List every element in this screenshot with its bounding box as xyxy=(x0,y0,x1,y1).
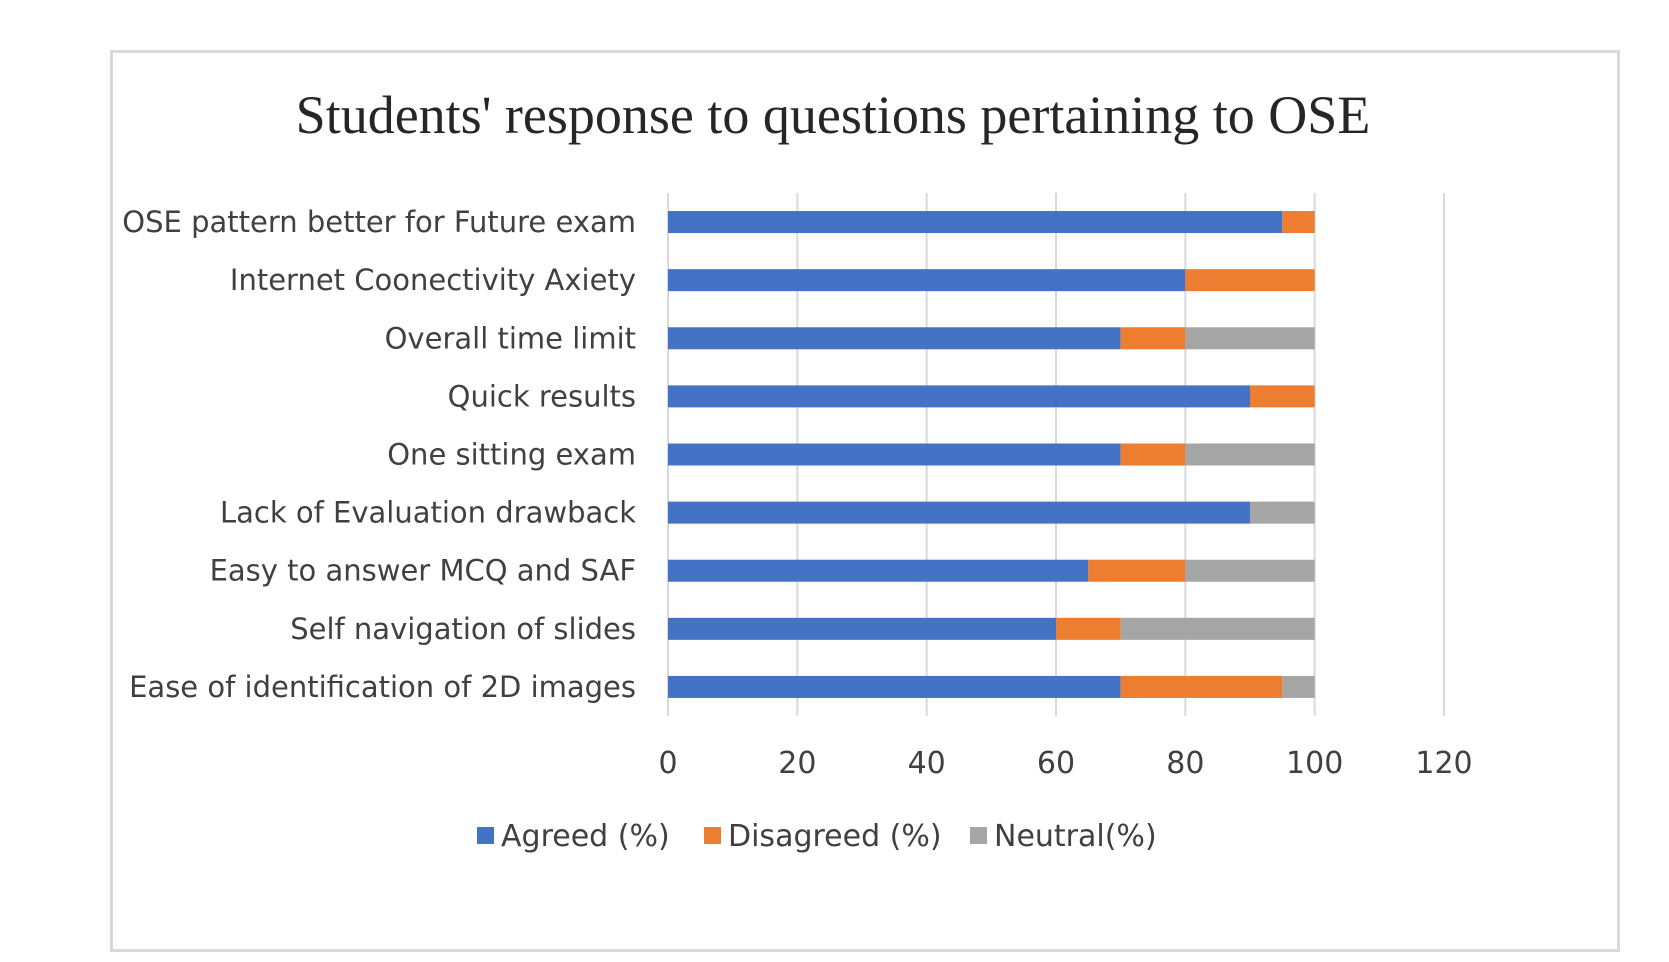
bars xyxy=(668,211,1315,698)
x-axis-ticks: 0 20 40 60 80 100 120 xyxy=(658,746,1472,781)
bar-segment xyxy=(668,385,1250,408)
x-tick-label: 40 xyxy=(908,746,946,781)
bar-segment xyxy=(668,617,1056,640)
legend: Agreed (%) Disagreed (%) Neutral(%) xyxy=(477,819,1157,854)
bar-segment xyxy=(668,559,1089,582)
bar-segment xyxy=(668,327,1121,350)
bar-segment xyxy=(668,675,1121,698)
bar-segment xyxy=(1185,443,1315,466)
x-tick-label: 60 xyxy=(1037,746,1075,781)
x-tick-label: 100 xyxy=(1286,746,1343,781)
chart-title: Students' response to questions pertaini… xyxy=(296,85,1371,145)
legend-swatch xyxy=(970,827,987,844)
bar-segment xyxy=(668,501,1250,524)
x-tick-label: 120 xyxy=(1415,746,1472,781)
bar-segment xyxy=(1185,559,1315,582)
bar-segment xyxy=(1250,501,1315,524)
x-tick-label: 20 xyxy=(778,746,816,781)
bar-segment xyxy=(1056,617,1121,640)
legend-label: Agreed (%) xyxy=(501,819,670,854)
x-tick-label: 0 xyxy=(658,746,677,781)
chart-svg: Students' response to questions pertaini… xyxy=(122,85,1472,854)
x-tick-label: 80 xyxy=(1166,746,1204,781)
category-label: Self navigation of slides xyxy=(290,612,636,646)
category-label: Lack of Evaluation drawback xyxy=(220,496,636,530)
bar-segment xyxy=(1185,269,1315,292)
bar-segment xyxy=(1088,559,1186,582)
bar-segment xyxy=(1282,675,1315,698)
category-label: Internet Coonectivity Axiety xyxy=(230,263,636,297)
bar-segment xyxy=(668,211,1283,234)
legend-swatch xyxy=(704,827,721,844)
bar-segment xyxy=(1185,327,1315,350)
bar-segment xyxy=(668,443,1121,466)
category-labels: OSE pattern better for Future exam Intern… xyxy=(122,205,636,704)
bar-segment xyxy=(1120,617,1315,640)
category-label: One sitting exam xyxy=(387,438,636,472)
category-label: Ease of identification of 2D images xyxy=(129,670,636,704)
category-label: Quick results xyxy=(448,379,636,413)
chart-frame: Students' response to questions pertaini… xyxy=(110,50,1620,952)
legend-swatch xyxy=(477,827,494,844)
legend-label: Neutral(%) xyxy=(994,819,1157,854)
category-label: Overall time limit xyxy=(385,321,636,355)
bar-segment xyxy=(1250,385,1315,408)
bar-segment xyxy=(1120,327,1186,350)
category-label: Easy to answer MCQ and SAF xyxy=(210,554,636,588)
bar-segment xyxy=(1282,211,1315,234)
legend-label: Disagreed (%) xyxy=(728,819,942,854)
bar-segment xyxy=(1120,675,1283,698)
category-label: OSE pattern better for Future exam xyxy=(122,205,636,239)
bar-segment xyxy=(1120,443,1186,466)
bar-segment xyxy=(668,269,1186,292)
